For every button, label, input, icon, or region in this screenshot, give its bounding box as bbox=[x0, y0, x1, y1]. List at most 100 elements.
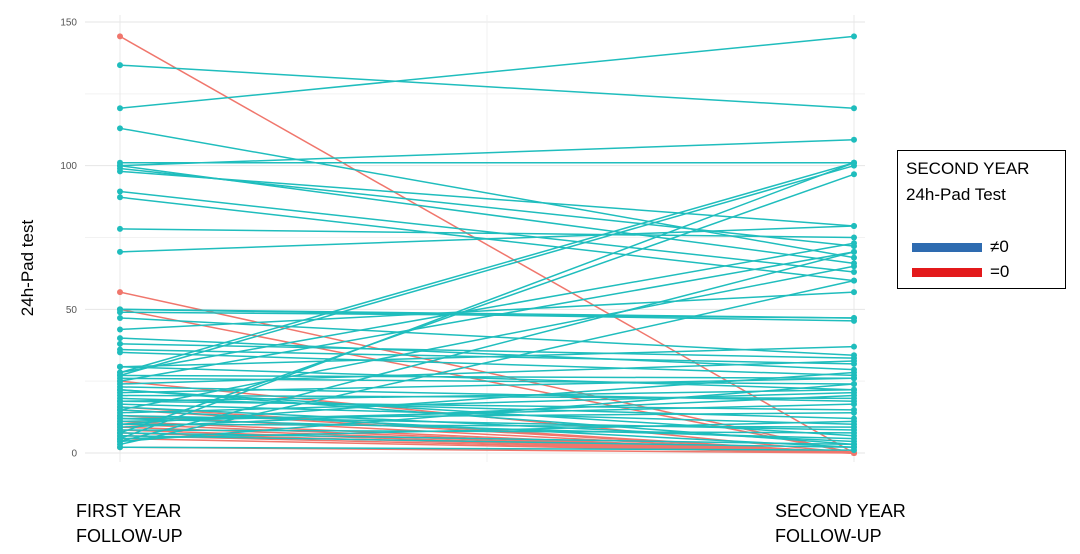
nonzero-point-second-year bbox=[851, 223, 857, 230]
nonzero-point-second-year bbox=[851, 268, 857, 275]
nonzero-point-first-year bbox=[117, 168, 123, 175]
nonzero-point-first-year bbox=[117, 125, 123, 132]
nonzero-point-second-year bbox=[851, 136, 857, 143]
nonzero-point-second-year bbox=[851, 369, 857, 376]
nonzero-segment bbox=[119, 251, 855, 443]
x-category-first-year-line-2: FOLLOW-UP bbox=[76, 526, 183, 546]
nonzero-subject-line bbox=[117, 343, 857, 370]
nonzero-segment bbox=[119, 225, 855, 253]
nonzero-point-second-year bbox=[851, 159, 857, 166]
nonzero-segment bbox=[119, 400, 855, 411]
nonzero-point-second-year bbox=[851, 401, 857, 408]
nonzero-point-first-year bbox=[117, 340, 123, 347]
nonzero-segment bbox=[119, 446, 855, 451]
legend-label-nonzero: ≠0 bbox=[990, 237, 1009, 256]
legend-entry-zero: =0 bbox=[912, 262, 1062, 282]
nonzero-segment bbox=[119, 164, 855, 377]
nonzero-point-second-year bbox=[851, 447, 857, 454]
nonzero-segment bbox=[119, 343, 855, 359]
nonzero-segment bbox=[119, 139, 855, 167]
zero-point-first-year bbox=[117, 33, 123, 40]
nonzero-subject-line bbox=[117, 444, 857, 454]
nonzero-segment bbox=[119, 251, 855, 382]
nonzero-segment bbox=[119, 265, 855, 411]
nonzero-point-second-year bbox=[851, 375, 857, 382]
x-category-second-year-line-2: FOLLOW-UP bbox=[775, 526, 882, 546]
nonzero-segment bbox=[119, 394, 855, 428]
y-axis-ticks: 0 50 100 150 bbox=[60, 18, 77, 460]
nonzero-point-first-year bbox=[117, 194, 123, 201]
nonzero-subject-line bbox=[117, 309, 857, 321]
nonzero-point-first-year bbox=[117, 248, 123, 255]
nonzero-segment bbox=[119, 377, 855, 385]
nonzero-segment bbox=[119, 35, 855, 109]
nonzero-point-second-year bbox=[851, 409, 857, 416]
nonzero-segment bbox=[119, 291, 855, 331]
nonzero-point-second-year bbox=[851, 254, 857, 261]
nonzero-point-second-year bbox=[851, 343, 857, 350]
nonzero-segment bbox=[119, 162, 855, 440]
x-category-second-year-line-1: SECOND YEAR bbox=[775, 501, 906, 521]
nonzero-point-second-year bbox=[851, 277, 857, 284]
nonzero-point-first-year bbox=[117, 309, 123, 316]
nonzero-segment bbox=[119, 317, 855, 357]
nonzero-point-first-year bbox=[117, 363, 123, 370]
y-tick-label: 100 bbox=[60, 161, 77, 172]
nonzero-point-first-year bbox=[117, 314, 123, 321]
nonzero-segment bbox=[119, 403, 855, 426]
nonzero-segment bbox=[119, 167, 855, 247]
nonzero-point-first-year bbox=[117, 105, 123, 112]
legend-swatch-nonzero bbox=[912, 243, 982, 252]
nonzero-point-second-year bbox=[851, 263, 857, 270]
nonzero-segment bbox=[119, 279, 855, 446]
zero-point-first-year bbox=[117, 289, 123, 296]
nonzero-point-second-year bbox=[851, 248, 857, 255]
nonzero-point-first-year bbox=[117, 444, 123, 451]
legend-title-line-1: SECOND YEAR bbox=[906, 159, 1030, 178]
nonzero-point-first-year bbox=[117, 62, 123, 69]
x-category-first-year-line-1: FIRST YEAR bbox=[76, 501, 182, 521]
nonzero-subject-line bbox=[117, 188, 857, 275]
nonzero-subject-line bbox=[117, 62, 857, 112]
nonzero-segment bbox=[119, 435, 855, 449]
y-tick-label: 50 bbox=[66, 305, 78, 316]
legend-swatch-zero bbox=[912, 268, 982, 277]
nonzero-segment bbox=[119, 190, 855, 273]
nonzero-point-first-year bbox=[117, 188, 123, 195]
nonzero-point-second-year bbox=[851, 234, 857, 241]
y-tick-label: 0 bbox=[71, 449, 77, 460]
nonzero-point-second-year bbox=[851, 429, 857, 436]
nonzero-segment bbox=[119, 162, 855, 374]
nonzero-segment bbox=[119, 371, 855, 426]
nonzero-subject-line bbox=[117, 33, 857, 112]
nonzero-segment bbox=[119, 345, 855, 368]
nonzero-point-second-year bbox=[851, 171, 857, 178]
nonzero-segment bbox=[119, 374, 855, 380]
nonzero-segment bbox=[119, 242, 855, 374]
y-axis-label: 24h-Pad test bbox=[18, 220, 37, 317]
nonzero-segment bbox=[119, 173, 855, 434]
nonzero-segment bbox=[119, 394, 855, 400]
nonzero-segment bbox=[119, 389, 855, 403]
nonzero-point-second-year bbox=[851, 418, 857, 425]
nonzero-point-second-year bbox=[851, 33, 857, 40]
nonzero-segment bbox=[119, 420, 855, 440]
zero-segment bbox=[119, 437, 855, 454]
nonzero-segment bbox=[119, 397, 855, 420]
nonzero-point-first-year bbox=[117, 349, 123, 356]
nonzero-subject-line bbox=[117, 289, 857, 333]
legend-title-line-2: 24h-Pad Test bbox=[906, 185, 1006, 204]
nonzero-point-second-year bbox=[851, 240, 857, 247]
nonzero-point-second-year bbox=[851, 392, 857, 399]
nonzero-point-second-year bbox=[851, 314, 857, 321]
nonzero-point-first-year bbox=[117, 326, 123, 333]
legend-label-zero: =0 bbox=[990, 262, 1010, 281]
nonzero-segment bbox=[119, 228, 855, 239]
series-second-year-nonzero bbox=[117, 33, 857, 454]
nonzero-segment bbox=[119, 423, 855, 428]
nonzero-segment bbox=[119, 432, 855, 446]
legend-entry-nonzero: ≠0 bbox=[912, 237, 1062, 257]
nonzero-point-second-year bbox=[851, 105, 857, 112]
y-tick-label: 150 bbox=[60, 18, 77, 29]
